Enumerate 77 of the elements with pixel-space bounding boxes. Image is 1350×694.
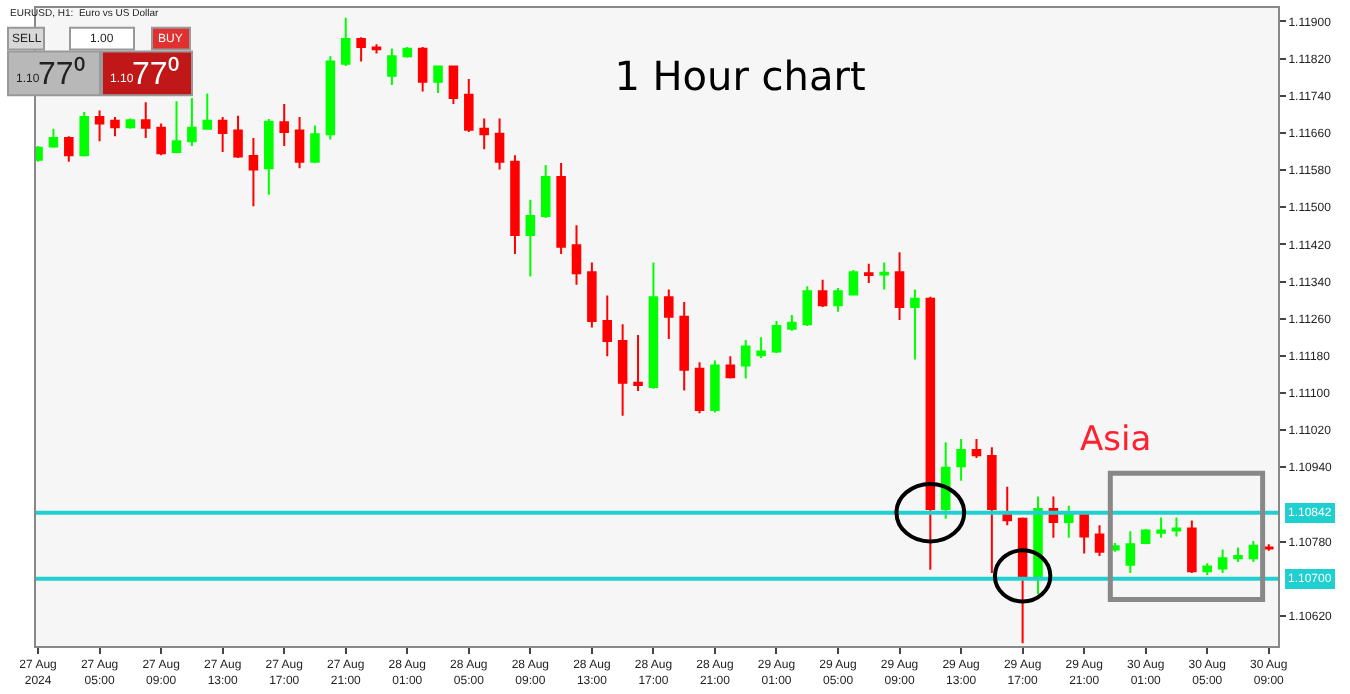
candlestick <box>125 117 136 130</box>
candlestick <box>356 36 366 63</box>
candlestick <box>879 261 889 291</box>
candlestick <box>48 127 59 149</box>
candlestick <box>1202 562 1212 576</box>
candlestick <box>664 288 674 341</box>
candlestick <box>848 268 859 297</box>
candlestick <box>756 336 766 360</box>
candlestick <box>694 361 705 415</box>
candlestick <box>710 359 720 414</box>
candlestick <box>987 446 997 575</box>
candlestick <box>925 295 936 571</box>
candlestick <box>1079 512 1089 555</box>
candlestick <box>1233 546 1243 563</box>
candlestick <box>1187 519 1197 575</box>
candlestick <box>556 162 566 256</box>
candlestick <box>940 441 951 520</box>
candlestick <box>633 333 643 393</box>
candlestick <box>1248 540 1259 563</box>
candlestick <box>140 101 151 140</box>
candlestick <box>494 117 505 171</box>
candlestick <box>417 46 428 93</box>
candlestick <box>202 92 213 131</box>
candlestick <box>525 198 536 278</box>
candlestick <box>587 261 597 329</box>
candlestick <box>864 262 874 284</box>
candlestick <box>340 16 351 68</box>
candlestick <box>1171 516 1182 538</box>
candlestick <box>94 109 105 143</box>
candlestick <box>1125 530 1136 575</box>
annotation: Asia <box>1080 420 1152 460</box>
candlestick <box>679 300 689 392</box>
candlestick <box>894 251 905 322</box>
annotation: 77⁰ <box>132 56 180 92</box>
candlestick <box>648 261 659 390</box>
candlestick <box>233 114 243 159</box>
candlestick <box>833 287 843 313</box>
candlestick <box>617 323 628 417</box>
candlestick <box>248 137 259 208</box>
candlestick <box>64 135 74 163</box>
candlestick <box>802 285 813 328</box>
candlestick <box>510 154 520 256</box>
candlestick <box>171 100 182 155</box>
candlestick <box>602 294 613 358</box>
candlestick <box>1017 516 1028 645</box>
candlestick <box>464 78 474 133</box>
candlestick <box>156 122 166 157</box>
candlestick <box>79 111 89 158</box>
text: 1 Hour chart <box>614 52 866 100</box>
candlestick <box>110 116 120 138</box>
candlestick <box>740 339 751 380</box>
candlestick <box>217 116 228 153</box>
annotation: 77⁰ <box>38 56 86 92</box>
candlestick <box>1094 524 1105 557</box>
candlestick <box>771 319 782 354</box>
candlestick <box>279 103 289 147</box>
candlestick <box>787 313 797 332</box>
candlestick <box>433 65 443 94</box>
candlestick <box>956 437 966 482</box>
candlestick <box>387 47 397 87</box>
candlestick <box>540 163 551 219</box>
candlestick <box>479 117 489 151</box>
candlestick <box>817 278 828 309</box>
candlestick <box>571 224 582 286</box>
candlestick <box>448 65 459 106</box>
candlestick <box>1156 516 1166 539</box>
candlestick <box>725 355 736 380</box>
candlestick <box>325 55 336 141</box>
candlestick <box>264 117 274 196</box>
candlestick <box>910 288 920 361</box>
candlestick <box>371 43 382 55</box>
candlestick <box>310 124 320 165</box>
candlestick <box>1140 527 1151 546</box>
candlestick <box>971 437 982 459</box>
candlestick <box>1217 548 1228 575</box>
candlestick <box>294 116 305 170</box>
candlestick <box>187 97 197 147</box>
